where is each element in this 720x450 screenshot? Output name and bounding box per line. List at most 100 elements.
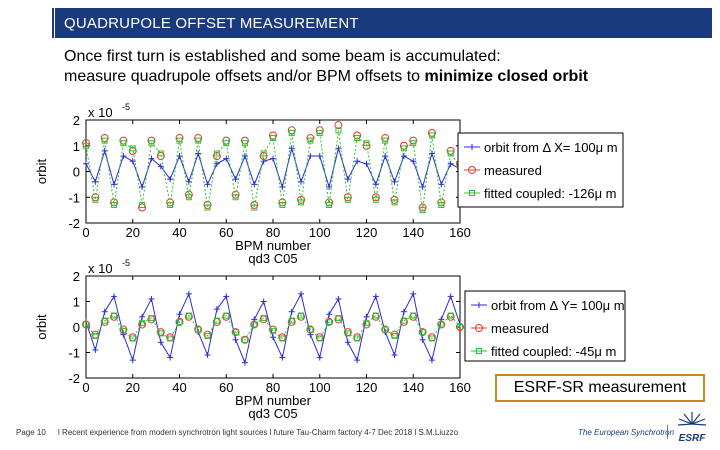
data-point: [457, 324, 463, 330]
x-tick-label: 140: [402, 380, 424, 395]
y-axis-label: orbit: [34, 314, 49, 340]
data-point: [195, 137, 202, 144]
data-point: [418, 203, 427, 212]
data-point: [326, 201, 333, 208]
data-point: [279, 335, 286, 342]
data-point: [204, 204, 211, 211]
data-point: [213, 150, 220, 157]
x-tick-label: 20: [126, 380, 140, 395]
data-point: [260, 150, 267, 157]
x-tick-label: 100: [309, 380, 331, 395]
data-point: [307, 137, 314, 144]
data-point: [400, 145, 407, 152]
x-axis-label: BPM number: [235, 238, 312, 253]
title-rule: [52, 8, 54, 38]
data-point: [288, 129, 295, 136]
data-point: [391, 332, 398, 339]
y-tick-label: -2: [68, 371, 80, 386]
data-point: [288, 317, 295, 324]
data-point: [148, 140, 155, 147]
data-point: [419, 329, 426, 336]
scale-factor: x 10: [88, 261, 113, 276]
legend-label: orbit from Δ Y= 100μ m: [491, 298, 625, 313]
y-tick-label: 1: [73, 139, 80, 154]
intro-line-2: measure quadrupole offsets and/or BPM of…: [64, 67, 588, 87]
data-point: [129, 145, 136, 152]
data-point: [437, 198, 446, 207]
data-point: [241, 140, 248, 147]
data-point: [326, 318, 333, 325]
data-point: [325, 317, 334, 326]
data-point: [184, 190, 193, 199]
data-point: [204, 332, 211, 339]
data-point: [362, 141, 371, 150]
data-point: [278, 198, 287, 207]
data-point: [101, 317, 108, 324]
data-point: [185, 312, 192, 319]
intro-line-2-bold: minimize closed orbit: [424, 68, 589, 85]
x-tick-label: 40: [172, 225, 186, 240]
y-axis-label: orbit: [34, 158, 49, 184]
y-tick-label: 2: [73, 269, 80, 284]
data-point: [232, 194, 239, 201]
data-point: [176, 318, 183, 325]
data-point: [354, 335, 361, 342]
data-point: [176, 137, 183, 144]
legend-marker: [476, 348, 482, 354]
data-point: [213, 317, 220, 324]
data-point: [203, 200, 212, 209]
data-point: [194, 325, 203, 334]
x-tick-label: 120: [356, 225, 378, 240]
legend-marker: [475, 324, 483, 332]
x-tick-label: 40: [172, 380, 186, 395]
legend-marker: [468, 166, 476, 174]
data-point: [241, 336, 248, 343]
legend-box: [464, 290, 626, 362]
data-point: [175, 317, 184, 326]
scale-exponent: -5: [122, 258, 130, 268]
y-tick-label: 2: [73, 113, 80, 128]
x-tick-label: 80: [266, 225, 280, 240]
data-point: [232, 329, 239, 336]
data-point: [400, 317, 407, 324]
legend-marker: [469, 190, 475, 196]
title-bar: QUADRUPOLE OFFSET MEASUREMENT: [55, 8, 712, 38]
plot-frame: [85, 275, 461, 379]
x-tick-label: 100: [309, 225, 331, 240]
data-point: [101, 137, 108, 144]
y-tick-label: 0: [73, 320, 80, 335]
legend-label: measured: [491, 321, 549, 336]
x-axis-label: BPM number: [235, 393, 312, 408]
data-point: [297, 195, 306, 204]
data-point: [251, 204, 258, 211]
data-point: [410, 312, 417, 319]
data-point: [82, 320, 90, 329]
data-point: [167, 201, 174, 208]
legend-label: orbit from Δ X= 100μ m: [484, 140, 618, 155]
data-point: [363, 320, 370, 327]
series-line: [85, 314, 461, 341]
data-point: [437, 320, 446, 329]
y-tick-label: -2: [68, 216, 80, 231]
footer-page: Page 10: [16, 428, 46, 437]
scale-factor: x 10: [88, 105, 113, 120]
data-point: [250, 200, 259, 209]
data-point: [120, 327, 127, 334]
data-point: [110, 198, 119, 207]
chart-title: qd3 C05: [248, 251, 297, 266]
data-point: [223, 140, 230, 147]
data-point: [447, 150, 454, 157]
page-title: QUADRUPOLE OFFSET MEASUREMENT: [64, 15, 359, 32]
data-point: [372, 196, 379, 203]
data-point: [128, 146, 137, 155]
data-point: [185, 194, 192, 201]
series-2: [83, 312, 463, 343]
data-point: [251, 321, 258, 328]
data-point: [325, 198, 334, 207]
data-point: [306, 325, 315, 334]
data-point: [120, 140, 127, 147]
data-point: [260, 315, 267, 322]
measurement-note: ESRF-SR measurement: [495, 374, 705, 402]
